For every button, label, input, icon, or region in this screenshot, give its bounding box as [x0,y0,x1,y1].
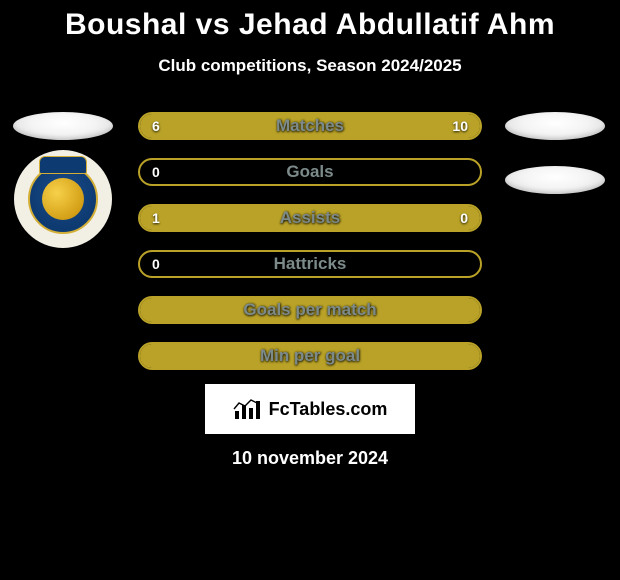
stat-value-left: 0 [152,160,160,184]
stat-value-left: 0 [152,252,160,276]
stat-row: Goals0 [138,158,482,186]
stat-row: Min per goal [138,342,482,370]
right-player-column [500,112,610,194]
club-badge-inner [28,164,98,234]
page-title: Boushal vs Jehad Abdullatif Ahm [0,8,620,42]
brand-chart-icon [233,397,263,421]
stat-fill-left [140,344,480,368]
brand-box[interactable]: FcTables.com [205,384,415,434]
stat-row: Hattricks0 [138,250,482,278]
stat-fill-right [412,206,480,230]
club-badge-left [14,150,112,248]
stat-label: Hattricks [140,252,480,276]
subtitle: Club competitions, Season 2024/2025 [0,56,620,76]
left-player-column [8,112,118,248]
date-text: 10 november 2024 [0,448,620,469]
stat-bars: Matches610Goals0Assists10Hattricks0Goals… [138,112,482,370]
stat-row: Matches610 [138,112,482,140]
stats-area: Matches610Goals0Assists10Hattricks0Goals… [0,112,620,370]
player-name-pill-left [13,112,113,140]
stat-fill-right [268,114,481,138]
stat-row: Goals per match [138,296,482,324]
comparison-card: Boushal vs Jehad Abdullatif Ahm Club com… [0,0,620,580]
stat-label: Goals [140,160,480,184]
stat-fill-left [140,298,480,322]
player-name-pill-right-1 [505,112,605,140]
brand-text: FcTables.com [269,399,388,420]
stat-row: Assists10 [138,204,482,232]
player-name-pill-right-2 [505,166,605,194]
stat-fill-left [140,114,268,138]
stat-fill-left [140,206,412,230]
club-globe-icon [42,178,84,220]
